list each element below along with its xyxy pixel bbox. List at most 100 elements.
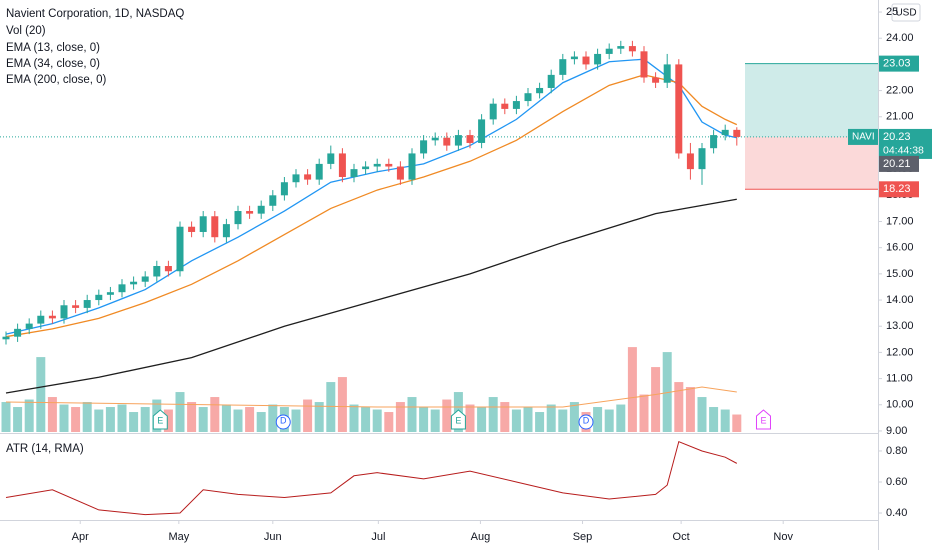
volume-bar — [384, 412, 394, 432]
atr-tick-label: 0.60 — [886, 476, 907, 488]
candle-body — [721, 129, 729, 136]
indicator-label: EMA (13, close, 0) — [6, 42, 100, 54]
volume-bar — [129, 412, 139, 432]
volume-bar — [210, 397, 220, 432]
candle-body — [176, 226, 184, 272]
candle-body — [686, 153, 694, 170]
candle-body — [733, 129, 741, 137]
candle-body — [48, 315, 56, 319]
volume-bar — [198, 407, 208, 432]
candle-body — [524, 93, 532, 102]
volume-bar — [47, 397, 57, 432]
candle-body — [60, 305, 68, 319]
volume-bar — [59, 404, 69, 432]
volume-bar — [651, 367, 661, 432]
volume-bar — [105, 407, 115, 432]
volume-bar — [639, 394, 649, 432]
candle-body — [280, 182, 288, 196]
volume-bar — [36, 357, 46, 432]
currency-box[interactable] — [891, 3, 921, 22]
candle-body — [338, 153, 346, 177]
volume-ma-line — [5, 386, 737, 408]
candle-body — [454, 135, 462, 146]
event-label: E — [157, 415, 163, 425]
volume-bar — [419, 407, 429, 432]
volume-bar — [523, 407, 533, 432]
indicator-label: EMA (200, close, 0) — [6, 74, 107, 86]
candle-body — [234, 211, 242, 225]
volume-bar — [117, 404, 127, 432]
y-tick-label: 16.00 — [886, 242, 914, 254]
volume-bar — [94, 409, 104, 432]
prev-price-box — [879, 155, 919, 172]
candle-body — [652, 77, 660, 83]
stop-label-box — [879, 181, 919, 198]
candle-body — [489, 103, 497, 120]
y-tick-label: 24.00 — [886, 32, 914, 44]
candle-body — [141, 276, 149, 282]
volume-bar — [1, 402, 11, 432]
volume-bar — [662, 352, 672, 432]
symbol-box — [848, 128, 878, 145]
y-tick-label: 10.00 — [886, 399, 914, 411]
x-tick-label: Apr — [72, 531, 89, 543]
volume-bar — [337, 377, 347, 432]
event-marker — [450, 409, 466, 430]
volume-bar — [13, 407, 23, 432]
candle-body — [605, 48, 613, 54]
volume-bar — [256, 412, 266, 432]
volume-bar — [245, 407, 255, 432]
volume-bar — [697, 397, 707, 432]
volume-bar — [709, 407, 719, 432]
candle-body — [617, 46, 625, 49]
volume-bar — [558, 409, 568, 432]
event-label: E — [760, 415, 766, 425]
candle-body — [594, 53, 602, 65]
candle-body — [14, 328, 22, 337]
volume-bar — [732, 414, 742, 432]
candle-body — [211, 216, 219, 238]
volume-bar — [349, 404, 359, 432]
volume-bar — [616, 404, 626, 432]
candle-body — [269, 195, 277, 206]
x-tick-label: Jun — [264, 531, 282, 543]
volume-bar — [361, 407, 371, 432]
volume-bar — [604, 409, 614, 432]
volume-bar — [291, 409, 301, 432]
candle-body — [501, 103, 509, 109]
symbol-label: NAVI — [852, 132, 875, 143]
candle-body — [663, 64, 671, 83]
candle-body — [478, 119, 486, 143]
y-tick-label: 15.00 — [886, 268, 914, 280]
candle-body — [443, 137, 451, 146]
target-zone — [745, 63, 878, 137]
candle-body — [292, 174, 300, 183]
volume-bar — [593, 407, 603, 432]
candle-body — [222, 224, 230, 238]
candle-body — [164, 266, 172, 272]
candle-body — [710, 135, 718, 149]
candle-body — [582, 56, 590, 65]
candle-body — [628, 46, 636, 52]
candle-body — [547, 74, 555, 88]
volume-bar — [477, 407, 487, 432]
candle-body — [675, 64, 683, 154]
last-price-label: 20.23 — [883, 131, 911, 143]
volume-bar — [627, 347, 637, 432]
y-tick-label: 25 — [886, 6, 898, 18]
volume-bar — [546, 404, 556, 432]
volume-bar — [314, 402, 324, 432]
y-tick-label: 21.00 — [886, 111, 914, 123]
volume-bar — [82, 402, 92, 432]
y-tick-label: 17.00 — [886, 215, 914, 227]
volume-bar — [685, 387, 695, 432]
event-label: E — [455, 415, 461, 425]
candle-body — [559, 59, 567, 75]
volume-bar — [140, 407, 150, 432]
candle-body — [466, 135, 474, 143]
indicator-label: Vol (20) — [6, 25, 46, 37]
x-tick-label: May — [168, 531, 189, 543]
indicator-label: EMA (34, close, 0) — [6, 58, 100, 70]
x-tick-label: Aug — [471, 531, 491, 543]
candle-body — [153, 266, 161, 277]
